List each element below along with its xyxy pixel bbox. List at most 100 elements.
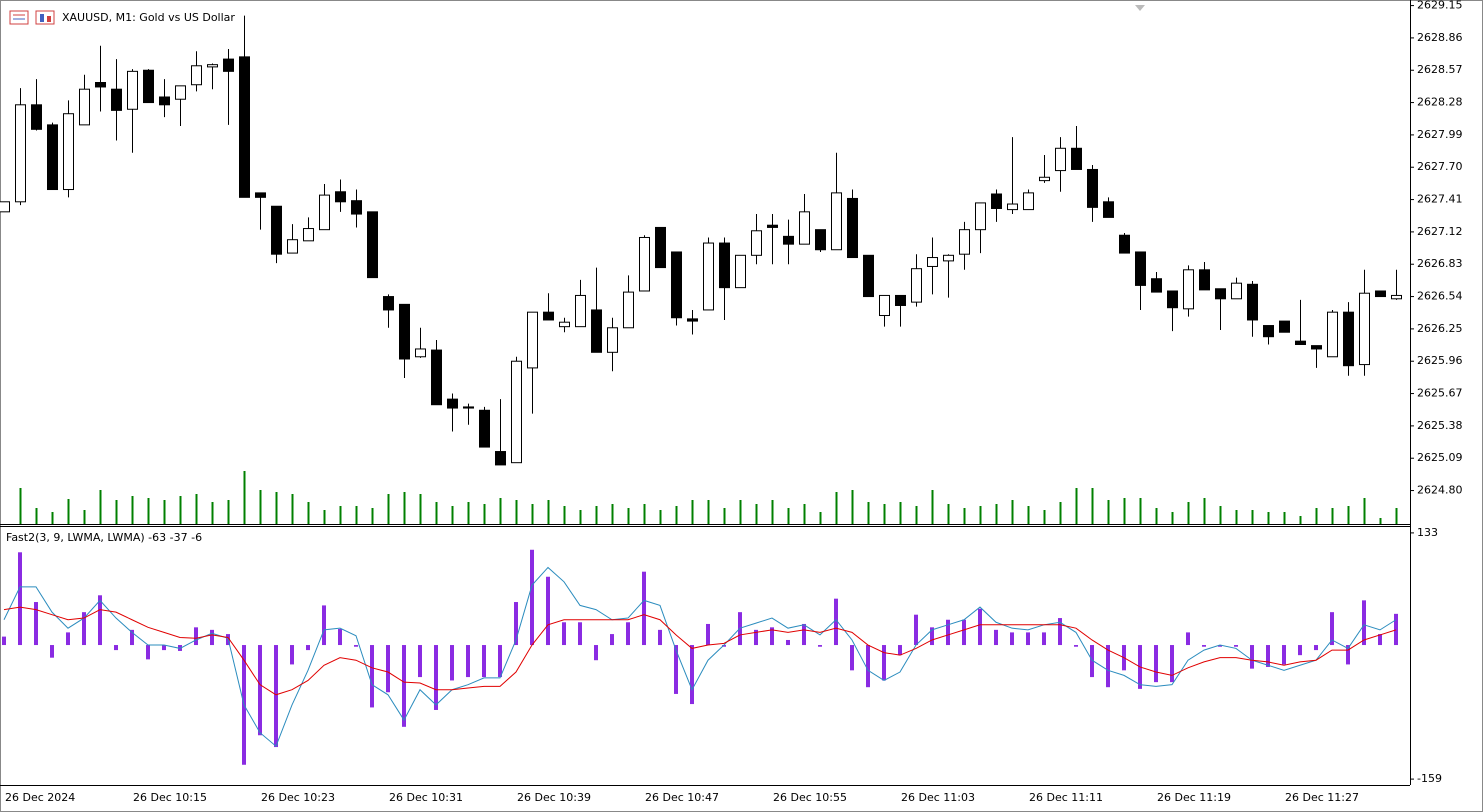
histogram-bar (930, 627, 934, 646)
candle-body (735, 254, 746, 289)
candle-body (655, 226, 666, 269)
x-tick-label: 26 Dec 11:11 (1029, 791, 1103, 804)
candle-body (591, 309, 602, 353)
candle-body (863, 254, 874, 298)
histogram-bar (722, 645, 726, 647)
histogram-bar (1010, 632, 1014, 646)
histogram-bar (642, 571, 646, 646)
candle-body (95, 82, 106, 88)
candle-body (239, 56, 250, 198)
x-tick-label: 26 Dec 10:31 (389, 791, 463, 804)
y-tick-label: 2627.99 (1417, 128, 1463, 141)
y-tick-label: 2626.54 (1417, 290, 1463, 303)
icon (40, 14, 44, 22)
histogram-bar (1346, 645, 1350, 665)
histogram-bar (130, 629, 134, 646)
candle-body (1247, 283, 1258, 321)
symbol-icons (9, 10, 55, 25)
histogram-bar (706, 623, 710, 646)
histogram-bar (946, 619, 950, 646)
histogram-bar (258, 645, 262, 736)
histogram-bar (2, 636, 6, 646)
candle-body (1311, 345, 1322, 350)
candle-body (1039, 176, 1050, 182)
x-tick-label: 26 Dec 10:47 (645, 791, 719, 804)
histogram-bar (194, 627, 198, 646)
histogram-bar (66, 632, 70, 646)
y-tick-label: 2628.86 (1417, 31, 1463, 44)
candle-body (1391, 294, 1402, 300)
x-tick-label: 26 Dec 10:15 (133, 791, 207, 804)
indicator-line (3, 606, 1397, 696)
candle-body (303, 228, 314, 242)
histogram-bar (994, 629, 998, 646)
candle-body (1167, 290, 1178, 309)
candle-body (15, 104, 26, 203)
candle-body (559, 321, 570, 328)
x-tick-label: 26 Dec 10:39 (517, 791, 591, 804)
histogram-bar (450, 645, 454, 681)
candle-body (1071, 147, 1082, 170)
x-tick-label: 26 Dec 11:19 (1157, 791, 1231, 804)
histogram-bar (1106, 645, 1110, 688)
histogram-bar (850, 645, 854, 671)
histogram-bar (306, 645, 310, 651)
y-tick-label: 2625.67 (1417, 387, 1463, 400)
candle-body (191, 65, 202, 86)
histogram-bar (898, 645, 902, 656)
histogram-bar (1234, 645, 1238, 647)
indicator-title: Fast2(3, 9, LWMA, LWMA) -63 -37 -6 (6, 531, 202, 544)
histogram-bar (1170, 645, 1174, 683)
candle-body (687, 318, 698, 322)
shift-marker (1135, 5, 1145, 11)
candle-body (0, 201, 10, 213)
x-tick-label: 26 Dec 10:23 (261, 791, 335, 804)
histogram-bar (834, 598, 838, 646)
candle-body (623, 291, 634, 329)
histogram-bar (1362, 600, 1366, 646)
candle-body (463, 406, 474, 409)
y-tick-label: 2625.96 (1417, 354, 1463, 367)
histogram-bar (370, 645, 374, 708)
histogram-bar (98, 595, 102, 646)
candle-body (143, 69, 154, 104)
histogram-bar (546, 576, 550, 646)
histogram-bar (354, 645, 358, 647)
candle-body (447, 398, 458, 409)
candle-body (799, 211, 810, 245)
histogram-bar (658, 629, 662, 646)
candle-body (1103, 201, 1114, 218)
x-tick-label: 26 Dec 2024 (5, 791, 75, 804)
histogram-bar (114, 645, 118, 651)
histogram-bar (50, 645, 54, 658)
candle-body (783, 235, 794, 245)
x-tick-label: 26 Dec 11:03 (901, 791, 975, 804)
candle-body (1295, 340, 1306, 346)
candle-body (1359, 292, 1370, 366)
histogram-bar (34, 602, 38, 646)
candle-body (719, 242, 730, 289)
candle-body (1135, 251, 1146, 286)
histogram-bar (674, 645, 678, 694)
x-tick-label: 26 Dec 11:27 (1285, 791, 1359, 804)
candle-body (1263, 325, 1274, 338)
candle-body (511, 360, 522, 464)
candle-body (1023, 192, 1034, 211)
histogram-bar (418, 645, 422, 678)
y-tick-label: 2626.83 (1417, 257, 1463, 270)
histogram-bar (274, 645, 278, 748)
y-tick-label: 2625.38 (1417, 419, 1463, 432)
y-tick-label: 2625.09 (1417, 451, 1463, 464)
candle-body (975, 202, 986, 231)
histogram-bar (786, 639, 790, 646)
candle-body (639, 236, 650, 292)
candle-body (399, 303, 410, 360)
candle-body (63, 113, 74, 191)
candle-body (767, 224, 778, 228)
histogram-bar (562, 622, 566, 646)
candle-body (1087, 168, 1098, 208)
histogram-bar (1058, 618, 1062, 646)
histogram-bar (1282, 645, 1286, 665)
candle-body (223, 58, 234, 72)
